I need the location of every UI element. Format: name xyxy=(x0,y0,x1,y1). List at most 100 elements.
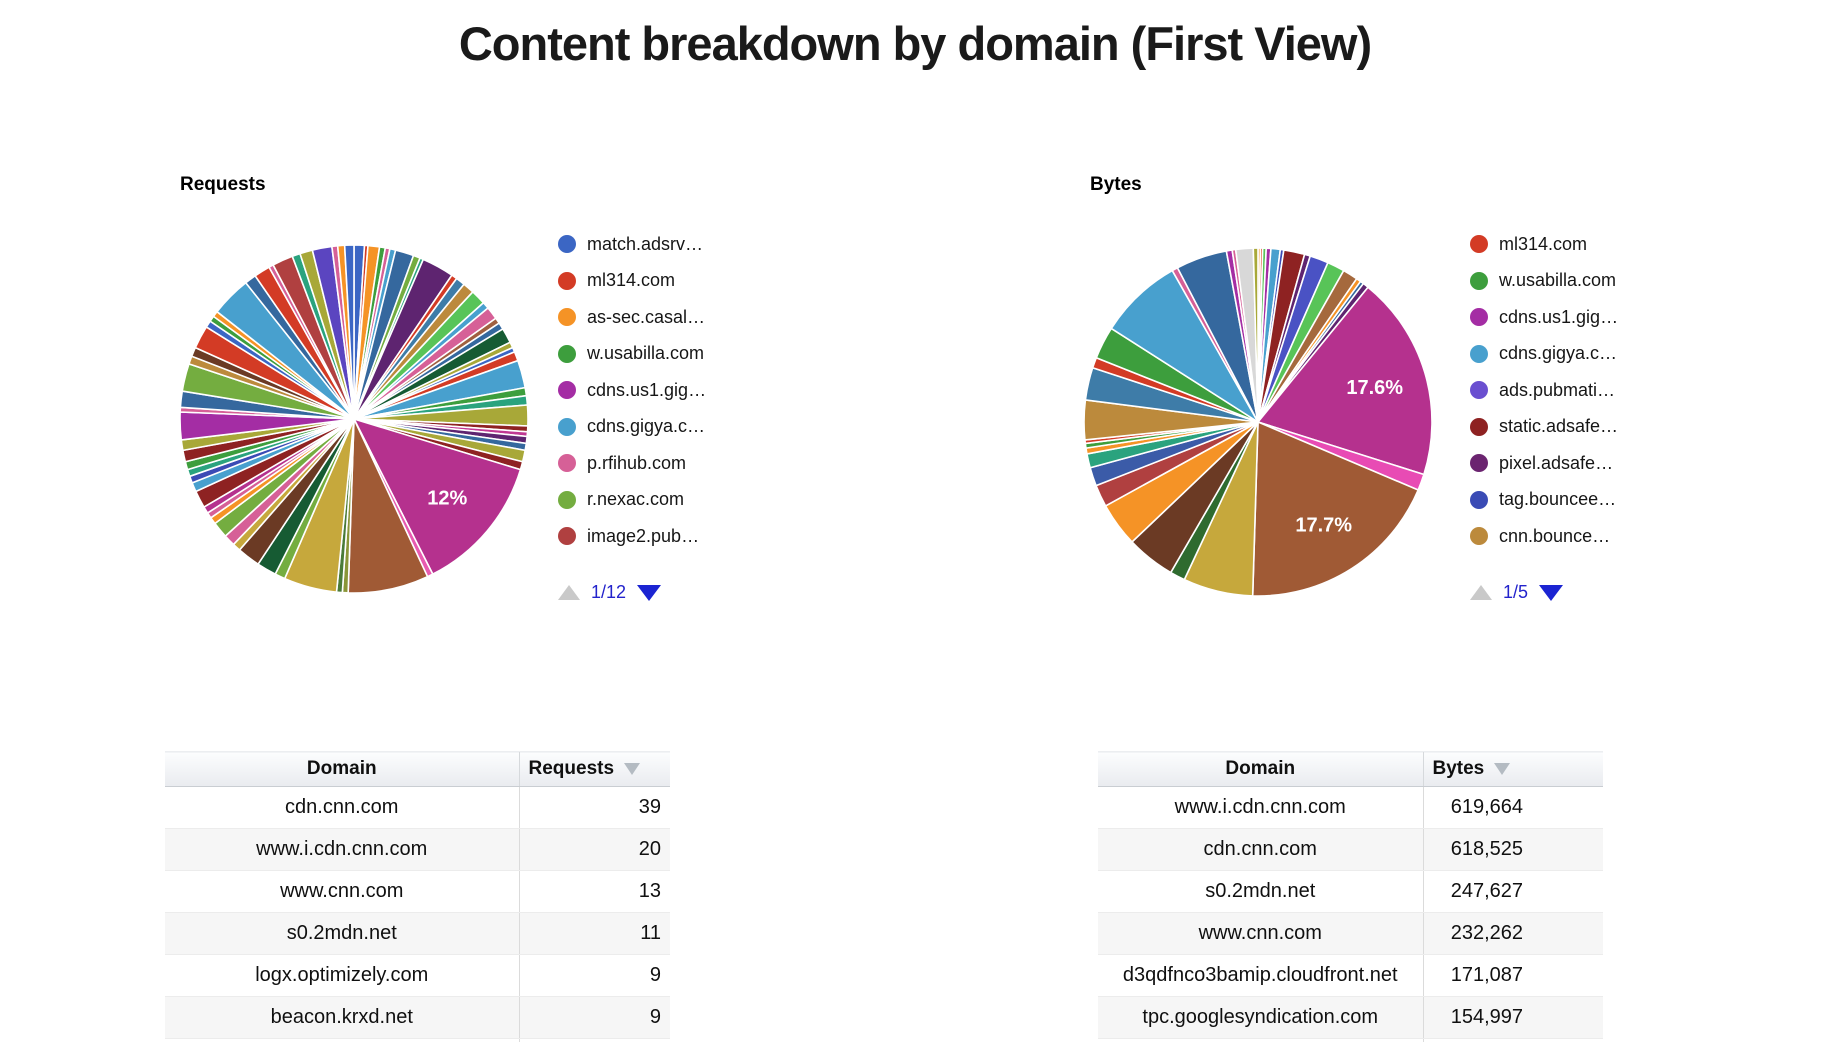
legend-item[interactable]: cdns.gigya.c… xyxy=(1470,336,1685,373)
requests-legend-pager: 1/12 xyxy=(558,582,662,603)
table-row: tpc.googlesyndication.com 154,997 xyxy=(1098,996,1603,1039)
legend-item[interactable]: as-sec.casal… xyxy=(558,299,773,336)
legend-item[interactable]: ml314.com xyxy=(1470,226,1685,263)
legend-item[interactable]: static.adsafe… xyxy=(1470,409,1685,446)
legend-page-indicator: 1/12 xyxy=(591,582,627,602)
value-cell: 20 xyxy=(518,828,670,871)
domain-header-label: Domain xyxy=(306,758,377,779)
legend-item[interactable]: image2.pub… xyxy=(558,518,773,555)
table-row: cdn.cnn.com 39 xyxy=(165,786,670,829)
legend-item[interactable]: cnn.bounce… xyxy=(1470,518,1685,555)
legend-swatch-icon xyxy=(558,417,576,436)
legend-label: as-sec.casal… xyxy=(587,306,706,327)
bytes-table: Domain Bytes www.i.cdn.cnn.com 619,664 cdn… xyxy=(1098,751,1603,1042)
legend-item[interactable]: cdns.us1.gig… xyxy=(1470,299,1685,336)
domain-cell: cdn.cnn.com xyxy=(165,786,519,829)
bytes-header-label: Bytes xyxy=(1432,758,1485,779)
legend-swatch-icon xyxy=(1470,417,1488,436)
domain-cell: www.i.cdn.cnn.com xyxy=(165,828,519,871)
domain-cell: beacon.krxd.net xyxy=(165,996,519,1039)
legend-label: tag.bouncee… xyxy=(1499,489,1617,510)
legend-swatch-icon xyxy=(1470,490,1488,509)
legend-swatch-icon xyxy=(1470,527,1488,546)
legend-label: p.rfihub.com xyxy=(587,452,687,473)
legend-item[interactable]: ads.pubmati… xyxy=(1470,372,1685,409)
legend-item[interactable]: p.rfihub.com xyxy=(558,445,773,482)
domain-cell: logx.optimizely.com xyxy=(165,954,519,997)
domain-column-header[interactable]: Domain xyxy=(165,751,519,787)
requests-column-header[interactable]: Requests xyxy=(518,751,670,787)
table-header-row: Domain Requests xyxy=(165,751,670,787)
table-row-partial xyxy=(165,1038,670,1042)
legend-label: static.adsafe… xyxy=(1499,416,1619,437)
legend-prev-icon[interactable] xyxy=(558,585,580,600)
legend-page-indicator: 1/5 xyxy=(1503,582,1529,602)
pie-slice-label: 12% xyxy=(427,487,467,509)
legend-next-icon[interactable] xyxy=(1539,584,1564,601)
pie-slice[interactable] xyxy=(1252,247,1259,423)
legend-item[interactable]: w.usabilla.com xyxy=(1470,263,1685,300)
value-cell: 9 xyxy=(518,996,670,1039)
legend-swatch-icon xyxy=(1470,454,1488,473)
value-cell: 9 xyxy=(518,954,670,997)
legend-item[interactable]: r.nexac.com xyxy=(558,482,773,519)
value-cell: 247,627 xyxy=(1422,870,1603,913)
sort-desc-icon xyxy=(624,763,641,775)
legend-label: w.usabilla.com xyxy=(1499,270,1617,291)
legend-swatch-icon xyxy=(558,454,576,473)
legend-swatch-icon xyxy=(558,527,576,546)
domain-cell: cdn.cnn.com xyxy=(1098,828,1423,871)
legend-label: cnn.bounce… xyxy=(1499,525,1611,546)
legend-label: ml314.com xyxy=(1499,233,1588,254)
domain-column-header[interactable]: Domain xyxy=(1098,751,1423,787)
legend-prev-icon[interactable] xyxy=(1470,585,1492,600)
table-header-row: Domain Bytes xyxy=(1098,751,1603,787)
legend-label: match.adsrv… xyxy=(587,233,704,254)
table-row: www.cnn.com 232,262 xyxy=(1098,912,1603,955)
pie-slice[interactable] xyxy=(1251,420,1420,597)
legend-next-icon[interactable] xyxy=(637,584,662,601)
page-title: Content breakdown by domain (First View) xyxy=(458,17,1372,70)
legend-item[interactable]: cdns.us1.gig… xyxy=(558,372,773,409)
bytes-chart-title: Bytes xyxy=(1090,174,1142,195)
legend-label: image2.pub… xyxy=(587,525,700,546)
legend-item[interactable]: match.adsrv… xyxy=(558,226,773,263)
table-row: logx.optimizely.com 9 xyxy=(165,954,670,997)
legend-item[interactable]: tag.bouncee… xyxy=(1470,482,1685,519)
legend-swatch-icon xyxy=(558,490,576,509)
requests-pie-chart: 12% xyxy=(179,244,529,594)
pie-slice[interactable] xyxy=(1256,286,1433,476)
domain-cell: d3qdfnco3bamip.cloudfront.net xyxy=(1098,954,1423,997)
legend-label: ml314.com xyxy=(587,270,676,291)
legend-item[interactable]: cdns.gigya.c… xyxy=(558,409,773,446)
legend-label: ads.pubmati… xyxy=(1499,379,1616,400)
legend-label: cdns.us1.gig… xyxy=(1499,306,1619,327)
value-cell: 619,664 xyxy=(1422,786,1603,829)
legend-item[interactable]: w.usabilla.com xyxy=(558,336,773,373)
bytes-legend: ml314.com w.usabilla.com cdns.us1.gig… cdns… xyxy=(1470,226,1685,555)
value-cell: 11 xyxy=(518,912,670,955)
legend-label: cdns.us1.gig… xyxy=(587,379,707,400)
legend-item[interactable]: pixel.adsafe… xyxy=(1470,445,1685,482)
bytes-legend-pager: 1/5 xyxy=(1470,582,1564,603)
legend-label: cdns.gigya.c… xyxy=(1499,343,1618,364)
domain-cell: www.i.cdn.cnn.com xyxy=(1098,786,1423,829)
domain-header-label: Domain xyxy=(1225,758,1296,779)
legend-label: r.nexac.com xyxy=(587,489,685,510)
table-row: beacon.krxd.net 9 xyxy=(165,996,670,1039)
domain-cell: s0.2mdn.net xyxy=(165,912,519,955)
value-cell: 154,997 xyxy=(1422,996,1603,1039)
pie-slice[interactable] xyxy=(343,244,355,420)
requests-legend: match.adsrv… ml314.com as-sec.casal… w.usab… xyxy=(558,226,773,555)
legend-swatch-icon xyxy=(1470,271,1488,290)
legend-swatch-icon xyxy=(558,235,576,254)
table-row: cdn.cnn.com 618,525 xyxy=(1098,828,1603,871)
legend-item[interactable]: ml314.com xyxy=(558,263,773,300)
legend-swatch-icon xyxy=(1470,381,1488,400)
value-cell: 618,525 xyxy=(1422,828,1603,871)
legend-swatch-icon xyxy=(558,271,576,290)
bytes-column-header[interactable]: Bytes xyxy=(1422,751,1603,787)
pie-slice[interactable] xyxy=(352,417,522,576)
table-row: www.i.cdn.cnn.com 619,664 xyxy=(1098,786,1603,829)
legend-swatch-icon xyxy=(1470,235,1488,254)
